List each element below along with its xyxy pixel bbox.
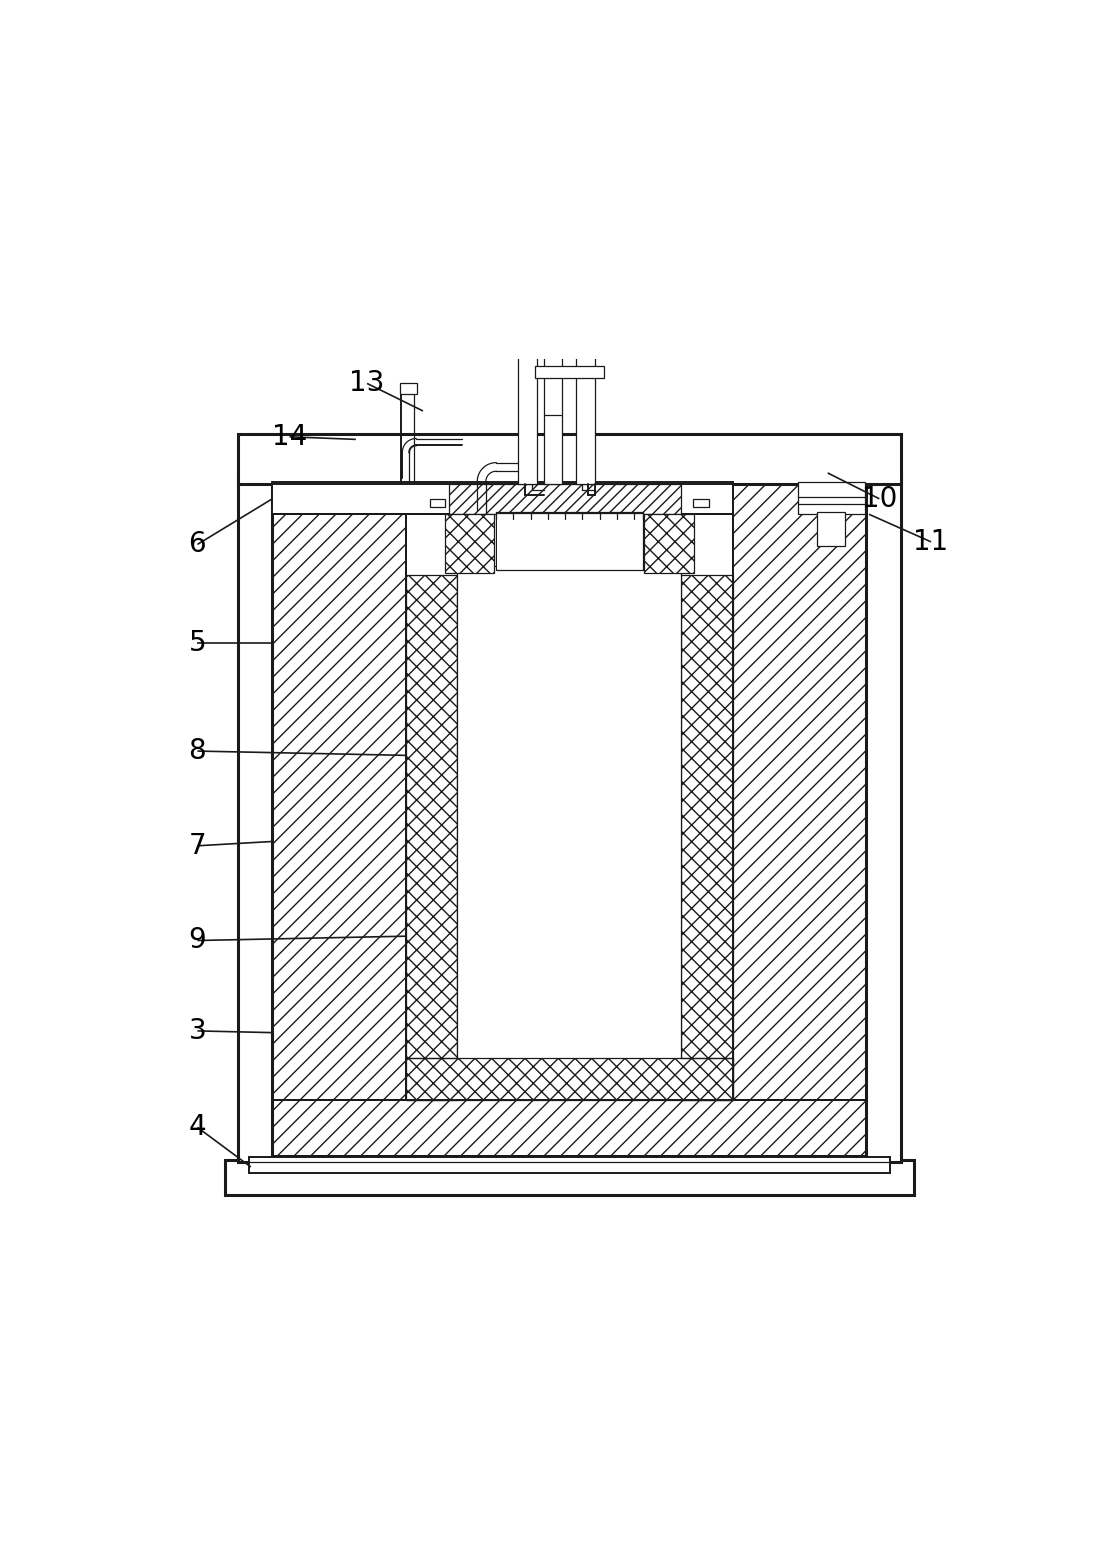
Bar xyxy=(406,574,458,1099)
Text: 10: 10 xyxy=(862,485,897,513)
Text: 13: 13 xyxy=(349,369,384,397)
Text: 8: 8 xyxy=(189,737,207,765)
Bar xyxy=(238,472,272,1162)
Bar xyxy=(577,349,595,485)
Bar xyxy=(272,482,733,515)
Bar xyxy=(518,349,537,485)
Bar xyxy=(536,366,604,378)
Bar xyxy=(430,499,446,507)
Bar xyxy=(249,1157,890,1173)
Bar xyxy=(644,515,694,572)
Text: 5: 5 xyxy=(189,629,207,657)
Bar xyxy=(400,383,417,394)
Text: 6: 6 xyxy=(189,530,207,558)
Text: 9: 9 xyxy=(189,926,207,954)
Bar xyxy=(449,485,681,515)
Text: 4: 4 xyxy=(189,1114,207,1142)
Bar xyxy=(681,574,733,1099)
Bar xyxy=(693,499,709,507)
Bar xyxy=(543,349,562,485)
Text: 11: 11 xyxy=(913,527,949,555)
Bar xyxy=(733,485,867,1156)
Text: 3: 3 xyxy=(189,1017,207,1045)
Text: 14: 14 xyxy=(272,422,307,450)
Bar xyxy=(818,511,845,546)
Bar xyxy=(497,513,642,569)
Bar xyxy=(272,1099,867,1156)
Bar xyxy=(272,485,406,1156)
Bar xyxy=(867,472,901,1162)
Bar xyxy=(238,435,901,485)
Bar xyxy=(497,511,642,571)
Bar xyxy=(406,1059,733,1099)
Bar xyxy=(224,1160,914,1195)
Bar xyxy=(798,482,864,515)
Bar xyxy=(444,515,494,572)
Text: 7: 7 xyxy=(189,832,207,860)
Bar xyxy=(458,566,681,1057)
